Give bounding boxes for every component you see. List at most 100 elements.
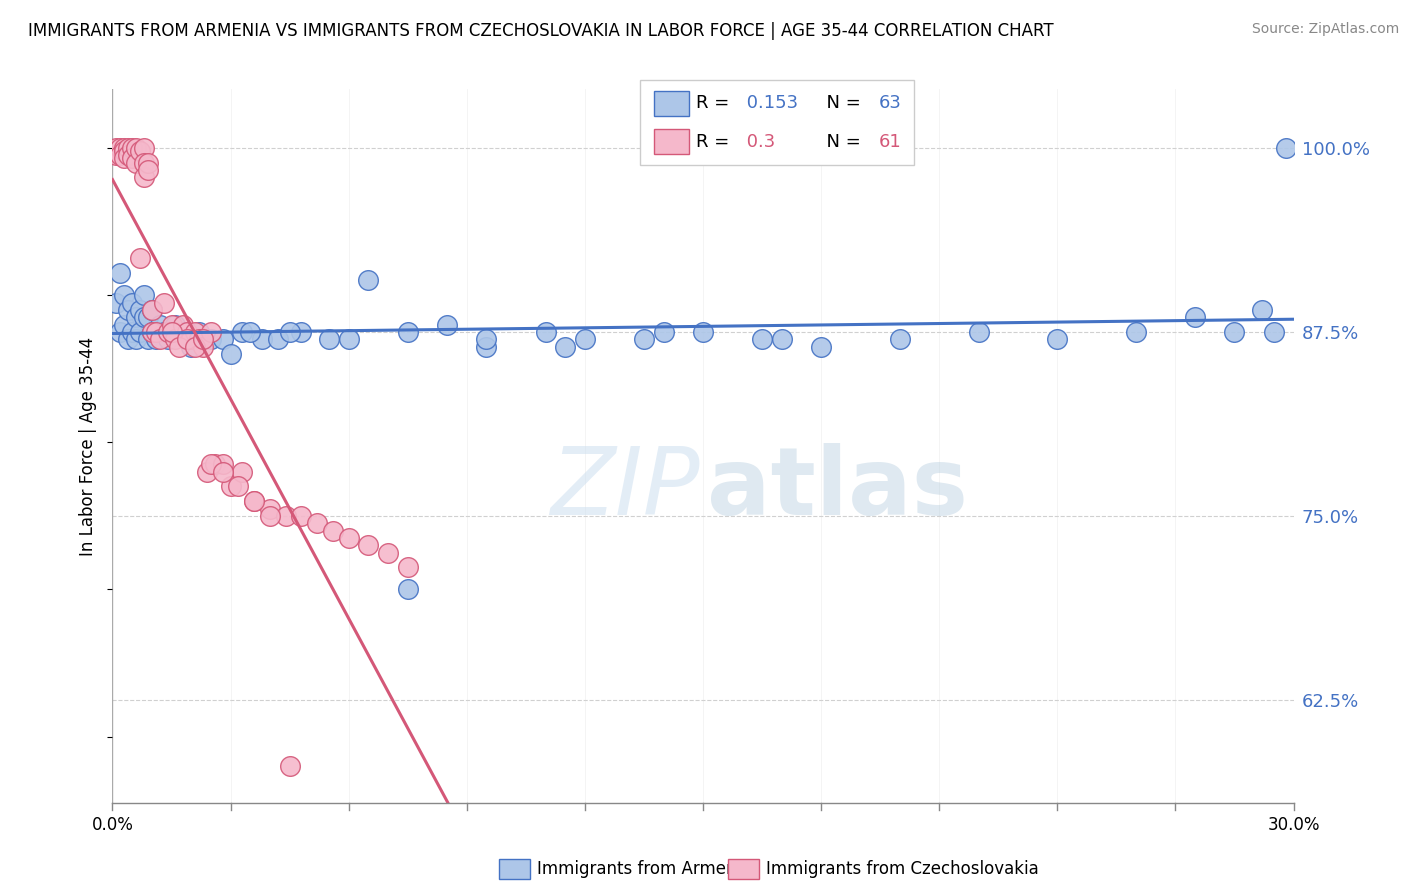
Text: N =: N = <box>815 95 868 112</box>
Point <box>149 332 172 346</box>
Point <box>152 325 174 339</box>
Point <box>554 340 576 354</box>
Point <box>889 332 911 346</box>
Point <box>322 524 344 538</box>
Point <box>751 332 773 346</box>
Text: IMMIGRANTS FROM ARMENIA VS IMMIGRANTS FROM CZECHOSLOVAKIA IN LABOR FORCE | AGE 3: IMMIGRANTS FROM ARMENIA VS IMMIGRANTS FR… <box>28 22 1053 40</box>
Point <box>357 538 380 552</box>
Text: 63: 63 <box>879 95 901 112</box>
Point <box>195 465 218 479</box>
Text: R =: R = <box>696 133 735 151</box>
Point <box>145 332 167 346</box>
Text: 61: 61 <box>879 133 901 151</box>
Point <box>337 531 360 545</box>
Point <box>172 325 194 339</box>
Point <box>110 325 132 339</box>
Point <box>396 582 419 597</box>
Point <box>117 148 139 162</box>
Point <box>278 759 301 773</box>
Point <box>129 302 152 317</box>
Point <box>132 155 155 169</box>
Point <box>149 318 172 332</box>
Point <box>129 252 152 266</box>
Point <box>1251 302 1274 317</box>
Point <box>204 458 226 472</box>
Text: 0.3: 0.3 <box>741 133 775 151</box>
Text: ZIP: ZIP <box>550 443 699 534</box>
Point <box>112 152 135 166</box>
Text: atlas: atlas <box>707 442 967 535</box>
Point <box>200 332 222 346</box>
Point <box>125 141 148 155</box>
Point <box>160 318 183 332</box>
Point <box>239 325 262 339</box>
Point <box>125 332 148 346</box>
Point <box>259 508 281 523</box>
Point <box>274 508 297 523</box>
Text: Immigrants from Armenia: Immigrants from Armenia <box>537 860 751 878</box>
Point <box>136 163 159 178</box>
Point <box>112 318 135 332</box>
Point <box>318 332 340 346</box>
Point <box>357 273 380 287</box>
Text: 30.0%: 30.0% <box>1267 816 1320 834</box>
Point <box>112 141 135 155</box>
Text: R =: R = <box>696 95 735 112</box>
Point <box>184 325 207 339</box>
Text: Source: ZipAtlas.com: Source: ZipAtlas.com <box>1251 22 1399 37</box>
Point <box>1274 141 1296 155</box>
Point <box>534 325 557 339</box>
Point <box>136 155 159 169</box>
Point <box>172 318 194 332</box>
Point <box>211 332 233 346</box>
Point <box>110 266 132 280</box>
Point <box>278 325 301 339</box>
Point <box>267 332 290 346</box>
Point <box>156 325 179 339</box>
Point <box>141 325 163 339</box>
Point <box>770 332 793 346</box>
Point <box>132 170 155 185</box>
Point <box>132 288 155 302</box>
Point <box>141 302 163 317</box>
Y-axis label: In Labor Force | Age 35-44: In Labor Force | Age 35-44 <box>79 336 97 556</box>
Point <box>228 479 250 493</box>
Point <box>105 295 128 310</box>
Point <box>259 501 281 516</box>
Point <box>180 340 202 354</box>
Point <box>145 325 167 339</box>
Point <box>117 302 139 317</box>
Point <box>967 325 990 339</box>
Point <box>231 325 253 339</box>
Point <box>219 479 242 493</box>
Point <box>243 494 266 508</box>
Point <box>200 325 222 339</box>
Point <box>436 318 458 332</box>
Point <box>125 310 148 325</box>
Point <box>121 152 143 166</box>
Point <box>136 332 159 346</box>
Point <box>180 332 202 346</box>
Point <box>652 325 675 339</box>
Point <box>165 332 187 346</box>
Point <box>136 310 159 325</box>
Point <box>156 332 179 346</box>
Point <box>250 332 273 346</box>
Text: N =: N = <box>815 133 868 151</box>
Point <box>176 332 198 346</box>
Point <box>160 325 183 339</box>
Point <box>211 465 233 479</box>
Point <box>191 340 214 354</box>
Point <box>125 155 148 169</box>
Point <box>110 141 132 155</box>
Text: 0.153: 0.153 <box>741 95 799 112</box>
Point <box>290 325 312 339</box>
Point <box>377 546 399 560</box>
Point <box>117 141 139 155</box>
Point <box>290 508 312 523</box>
Point <box>200 458 222 472</box>
Point <box>307 516 329 531</box>
Point <box>152 295 174 310</box>
Point <box>132 141 155 155</box>
Point <box>105 141 128 155</box>
